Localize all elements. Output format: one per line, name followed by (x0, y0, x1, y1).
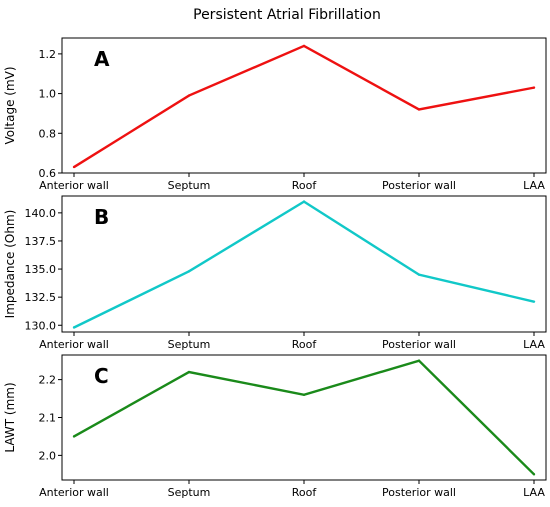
panel-label: C (94, 364, 109, 388)
y-tick-label: 0.6 (39, 167, 57, 180)
y-tick-label: 132.5 (25, 291, 57, 304)
x-tick-label: Roof (292, 338, 318, 351)
data-point (72, 165, 76, 169)
y-tick-label: 2.2 (39, 374, 57, 387)
data-point (417, 273, 421, 276)
plot-frame (61, 195, 547, 333)
y-tick-label: 1.2 (39, 48, 57, 61)
plot-frame (61, 354, 547, 481)
y-tick-label: 1.0 (39, 88, 57, 101)
x-tick-label: Anterior wall (39, 338, 109, 351)
chart-panel-a: 0.6 0.8 1.0 1.2 Anterior wall Septum Roof Poste… (3, 37, 547, 192)
data-point (302, 393, 306, 396)
x-tick-label: LAA (523, 486, 545, 499)
data-point (187, 370, 191, 374)
y-tick-label: 0.8 (39, 127, 57, 140)
x-tick-label: LAA (523, 338, 545, 351)
series-line (73, 44, 535, 169)
x-tick-label: LAA (523, 179, 545, 192)
data-point (417, 359, 421, 362)
y-axis-label: Voltage (mV) (3, 66, 17, 144)
data-point (417, 108, 421, 111)
data-point (532, 300, 536, 303)
x-tick-label: Roof (292, 486, 318, 499)
x-tick-label: Septum (168, 179, 211, 192)
series-line (73, 200, 535, 329)
y-tick-label: 2.1 (39, 412, 57, 425)
data-point (72, 435, 76, 438)
x-tick-label: Posterior wall (382, 338, 456, 351)
figure-title: Persistent Atrial Fibrillation (193, 7, 381, 23)
data-point (532, 473, 536, 476)
y-tick-label: 135.0 (25, 263, 57, 276)
x-tick-label: Anterior wall (39, 179, 109, 192)
x-tick-label: Septum (168, 338, 211, 351)
y-tick-label: 2.0 (39, 449, 57, 462)
x-tick-label: Anterior wall (39, 486, 109, 499)
y-axis-label: LAWT (mm) (3, 382, 17, 452)
data-point (302, 44, 306, 48)
chart-panel-c: 2.0 2.1 2.2 Anterior wall Septum Roof Posterio… (3, 354, 547, 499)
data-point (187, 94, 191, 97)
series-line (73, 359, 535, 476)
plot-frame (61, 37, 547, 174)
y-tick-label: 140.0 (25, 207, 57, 220)
x-tick-label: Roof (292, 179, 318, 192)
data-point (72, 326, 76, 329)
y-tick-label: 137.5 (25, 235, 57, 248)
panel-label: B (94, 205, 109, 229)
data-point (302, 200, 306, 203)
x-tick-label: Posterior wall (382, 486, 456, 499)
chart-panel-b: 130.0 132.5 135.0 137.5 140.0 Anterior wall Se… (3, 195, 547, 351)
x-tick-label: Posterior wall (382, 179, 456, 192)
y-tick-label: 130.0 (25, 319, 57, 332)
panel-label: A (94, 47, 110, 71)
y-axis-label: Impedance (Ohm) (3, 210, 17, 319)
x-tick-label: Septum (168, 486, 211, 499)
data-point (532, 86, 536, 89)
data-point (187, 270, 191, 273)
